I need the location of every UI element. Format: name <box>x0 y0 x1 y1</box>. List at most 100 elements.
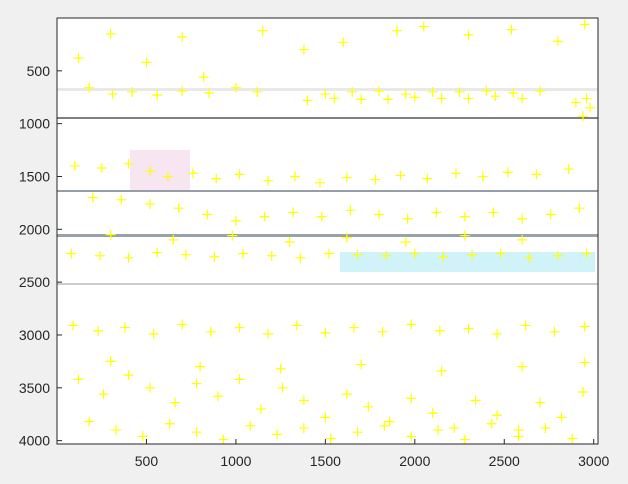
scatter-point <box>341 389 352 400</box>
image-overlay-bands <box>57 88 598 285</box>
scatter-point <box>382 94 393 105</box>
scatter-point <box>556 412 567 423</box>
scatter-point <box>508 88 519 99</box>
scatter-point <box>427 408 438 419</box>
scatter-point <box>320 89 331 100</box>
scatter-point <box>288 207 299 218</box>
band-lower-rail <box>57 234 598 237</box>
scatter-point <box>127 86 138 97</box>
scatter-point <box>73 374 84 385</box>
scatter-point <box>255 403 266 414</box>
x-tick-label: 2500 <box>489 453 520 469</box>
scatter-point <box>152 90 163 101</box>
band-road-edge <box>57 283 598 285</box>
scatter-point <box>141 57 152 68</box>
scatter-point <box>211 173 222 184</box>
band-upper-rail <box>57 117 598 119</box>
scatter-point <box>436 365 447 376</box>
scatter-point <box>520 320 531 331</box>
scatter-point <box>298 44 309 55</box>
scatter-point <box>218 434 229 445</box>
scatter-point <box>454 86 465 97</box>
scatter-point <box>295 252 306 263</box>
scatter-point <box>552 250 563 261</box>
y-axis-ticks: 500 1000 1500 2000 2500 3000 3500 4000 <box>19 63 62 449</box>
scatter-point <box>581 93 592 104</box>
scatter-point <box>320 412 331 423</box>
scatter-point <box>524 252 535 263</box>
scatter-point <box>502 167 513 178</box>
scatter-point <box>68 320 79 331</box>
scatter-point <box>123 252 134 263</box>
scatter-point <box>234 374 245 385</box>
scatter-point <box>577 111 588 122</box>
band-cyan-water <box>340 252 595 272</box>
scatter-point <box>540 422 551 433</box>
scatter-point <box>577 387 588 398</box>
scatter-point <box>490 91 501 102</box>
scatter-point <box>205 326 216 337</box>
scatter-point <box>406 319 417 330</box>
scatter-point <box>384 416 395 427</box>
scatter-point <box>356 94 367 105</box>
y-tick-label: 1000 <box>19 116 50 132</box>
x-tick-label: 1000 <box>220 453 251 469</box>
scatter-point <box>535 85 546 96</box>
scatter-point <box>227 230 238 241</box>
scatter-point <box>470 395 481 406</box>
scatter-point <box>409 92 420 103</box>
scatter-point <box>402 213 413 224</box>
scatter-point <box>400 236 411 247</box>
scatter-point <box>277 382 288 393</box>
scatter-point <box>570 97 581 108</box>
scatter-point <box>579 19 590 30</box>
scatter-point <box>298 422 309 433</box>
scatter-point <box>204 88 215 99</box>
scatter-point <box>406 393 417 404</box>
scatter-point <box>579 357 590 368</box>
scatter-point <box>148 328 159 339</box>
scatter-point <box>263 175 274 186</box>
scatter-point <box>105 28 116 39</box>
scatter-point <box>377 326 388 337</box>
scatter-point <box>314 177 325 188</box>
y-tick-label: 4000 <box>19 433 50 449</box>
scatter-point <box>347 86 358 97</box>
scatter-point <box>477 171 488 182</box>
scatter-point <box>370 174 381 185</box>
scatter-point <box>325 433 336 444</box>
scatter-point <box>449 422 460 433</box>
scatter-point <box>69 160 80 171</box>
band-roofline <box>57 88 598 91</box>
scatter-point <box>111 425 122 436</box>
scatter-point <box>459 230 470 241</box>
scatter-point <box>481 85 492 96</box>
scatter-point <box>545 209 556 220</box>
scatter-point <box>431 207 442 218</box>
y-tick-label: 3000 <box>19 327 50 343</box>
scatter-point <box>531 169 542 180</box>
scatter-point <box>209 251 220 262</box>
scatter-point <box>395 170 406 181</box>
scatter-point <box>438 251 449 262</box>
scatter-point <box>352 427 363 438</box>
scatter-point <box>552 36 563 47</box>
scatter-point <box>467 249 478 260</box>
scatter-point <box>84 82 95 93</box>
scatter-point <box>234 169 245 180</box>
scatter-point <box>345 205 356 216</box>
scatter-point <box>348 322 359 333</box>
scatter-point <box>409 248 420 259</box>
scatter-point <box>259 211 270 222</box>
axes-box <box>56 17 599 445</box>
scatter-point <box>422 173 433 184</box>
scatter-point <box>195 361 206 372</box>
scatter-point <box>66 248 77 259</box>
y-tick-label: 500 <box>27 63 51 79</box>
scatter-point <box>145 166 156 177</box>
scatter-point <box>94 250 105 261</box>
y-tick-label: 3500 <box>19 380 50 396</box>
scatter-point <box>495 248 506 259</box>
scatter-point <box>434 325 445 336</box>
